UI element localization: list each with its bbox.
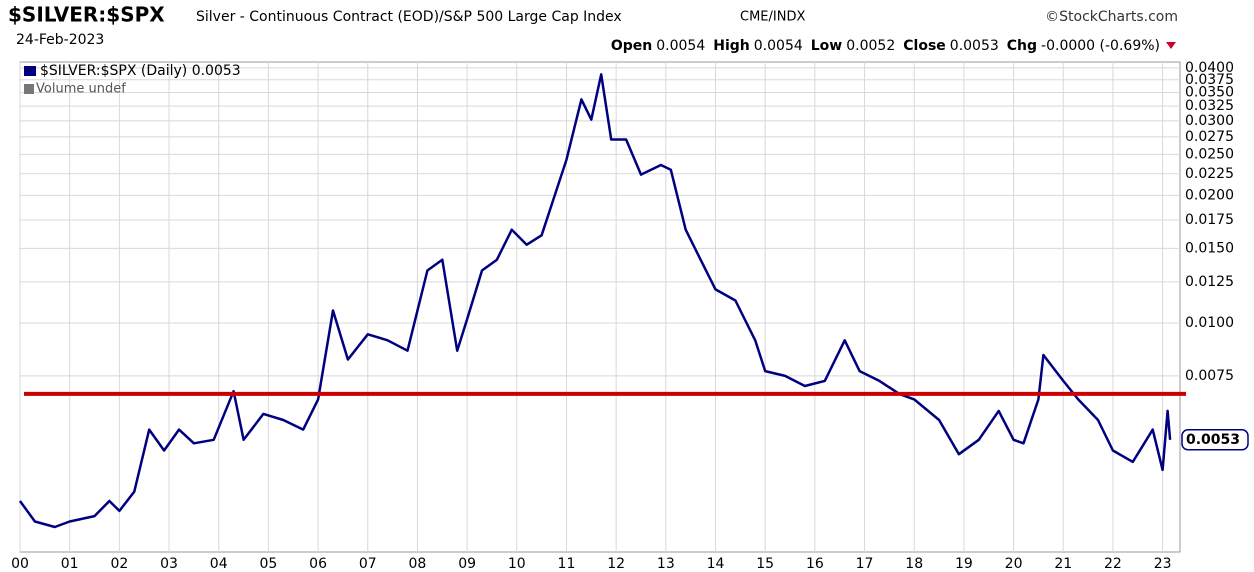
y-tick-label: 0.0100 [1185, 315, 1234, 331]
x-tick-label: 11 [558, 556, 576, 572]
legend-volume-swatch [24, 84, 34, 94]
x-tick-label: 19 [955, 556, 973, 572]
x-tick-label: 01 [61, 556, 79, 572]
y-tick-label: 0.0150 [1185, 240, 1234, 256]
x-tick-label: 02 [110, 556, 128, 572]
y-tick-label: 0.0250 [1185, 146, 1234, 162]
last-value-label: 0.0053 [1186, 432, 1240, 448]
grid [19, 62, 1180, 552]
chart-subtitle: Silver - Continuous Contract (EOD)/S&P 5… [196, 9, 622, 25]
y-tick-label: 0.0075 [1185, 368, 1234, 384]
x-tick-label: 20 [1005, 556, 1023, 572]
x-tick-label: 12 [607, 556, 625, 572]
y-tick-label: 0.0325 [1185, 98, 1234, 114]
y-tick-label: 0.0275 [1185, 129, 1234, 145]
legend-volume: Volume undef [36, 82, 126, 97]
x-tick-label: 07 [359, 556, 377, 572]
exchange: CME/INDX [740, 10, 805, 25]
source: ©StockCharts.com [1045, 9, 1178, 25]
x-tick-label: 04 [210, 556, 228, 572]
x-tick-label: 14 [707, 556, 725, 572]
x-tick-label: 05 [259, 556, 277, 572]
y-tick-label: 0.0375 [1185, 72, 1234, 88]
x-tick-label: 13 [657, 556, 675, 572]
ohlc-label: Low [811, 38, 843, 54]
plot-area [19, 61, 1181, 553]
y-tick-label: 0.0200 [1185, 187, 1234, 203]
series-line [18, 73, 1172, 529]
x-tick-label: 15 [756, 556, 774, 572]
x-tick-label: 22 [1104, 556, 1122, 572]
x-tick-label: 09 [458, 556, 476, 572]
ohlc-label: Open [611, 38, 652, 54]
x-tick-label: 10 [508, 556, 526, 572]
date: 24-Feb-2023 [16, 32, 104, 48]
ohlc-value: 0.0054 [754, 38, 803, 54]
y-tick-label: 0.0400 [1185, 60, 1234, 76]
chart-title: $SILVER:$SPX [8, 3, 165, 27]
y-tick-label: 0.0125 [1185, 274, 1234, 290]
ohlc-label: Close [903, 38, 946, 54]
ohlc-value: 0.0052 [846, 38, 895, 54]
x-tick-label: 23 [1154, 556, 1172, 572]
x-tick-label: 21 [1054, 556, 1072, 572]
legend-line: $SILVER:$SPX (Daily) 0.0053 [40, 63, 241, 79]
x-tick-label: 00 [11, 556, 29, 572]
ohlc-value: -0.0000 (-0.69%) [1041, 38, 1160, 54]
ohlc-bar: Open 0.0054 High 0.0054 Low 0.0052 Close 0.0053… [611, 38, 1160, 54]
x-tick-label: 16 [806, 556, 824, 572]
x-tick-label: 18 [905, 556, 923, 572]
ohlc-value: 0.0054 [656, 38, 705, 54]
x-tick-label: 17 [856, 556, 874, 572]
y-tick-label: 0.0175 [1185, 212, 1234, 228]
ohlc-value: 0.0053 [950, 38, 999, 54]
marks [18, 73, 1172, 529]
y-tick-label: 0.0300 [1185, 113, 1234, 129]
down-arrow [1166, 42, 1176, 49]
last-value-badge [1181, 429, 1249, 451]
y-tick-label: 0.0225 [1185, 166, 1234, 182]
x-tick-label: 06 [309, 556, 327, 572]
x-tick-label: 03 [160, 556, 178, 572]
legend-swatch [24, 66, 36, 76]
x-tick-label: 08 [409, 556, 427, 572]
ohlc-label: Chg [1007, 38, 1037, 54]
ohlc-label: High [713, 38, 750, 54]
y-tick-label: 0.0350 [1185, 84, 1234, 100]
